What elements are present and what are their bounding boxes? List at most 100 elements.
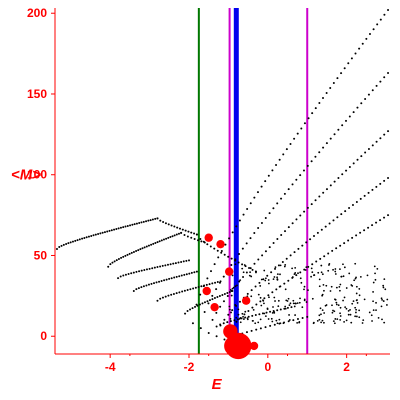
data-point — [156, 266, 159, 269]
data-point — [297, 247, 300, 250]
data-point — [319, 307, 322, 310]
data-point — [234, 259, 237, 262]
data-point — [257, 321, 260, 324]
data-point — [211, 318, 214, 321]
data-point — [339, 289, 341, 292]
data-point — [271, 320, 274, 323]
data-point — [345, 169, 348, 172]
data-point — [360, 102, 363, 105]
data-point — [242, 213, 245, 216]
data-point — [178, 291, 181, 294]
data-point — [325, 284, 328, 287]
data-point — [267, 282, 270, 285]
data-point — [251, 314, 254, 317]
data-point — [375, 221, 378, 224]
data-point — [288, 319, 291, 321]
data-point — [160, 279, 163, 282]
data-point — [143, 246, 146, 249]
x-tick-label: -2 — [184, 360, 195, 374]
data-point — [284, 230, 287, 233]
data-point — [254, 270, 257, 273]
data-point — [253, 262, 256, 265]
data-point — [200, 240, 203, 243]
data-point — [110, 229, 113, 232]
data-point — [379, 219, 382, 222]
data-point — [335, 303, 338, 306]
data-point — [338, 285, 341, 288]
data-point — [215, 311, 218, 314]
data-point — [117, 257, 120, 260]
data-point — [152, 242, 155, 245]
data-point — [335, 286, 338, 289]
data-point — [191, 322, 194, 325]
data-point — [247, 315, 250, 318]
data-point — [343, 296, 346, 299]
data-point — [140, 269, 143, 272]
data-point — [127, 272, 130, 275]
data-point — [387, 176, 390, 179]
data-point — [362, 319, 365, 322]
data-point — [183, 289, 186, 292]
data-point — [367, 93, 370, 96]
data-point — [329, 184, 332, 187]
data-point — [258, 281, 261, 284]
data-point — [255, 303, 258, 306]
data-point — [345, 287, 348, 289]
data-point — [272, 242, 275, 245]
data-point — [237, 308, 240, 311]
data-point — [224, 243, 227, 246]
data-point — [71, 240, 74, 243]
data-point — [241, 312, 244, 315]
data-point — [306, 315, 309, 318]
data-point — [342, 263, 344, 266]
data-point — [254, 322, 257, 325]
data-point — [339, 306, 342, 309]
data-point — [282, 322, 285, 325]
data-point — [124, 273, 127, 276]
data-point — [363, 229, 366, 232]
data-point — [310, 160, 313, 163]
data-point — [361, 42, 364, 45]
data-point — [255, 328, 258, 331]
data-point — [356, 106, 359, 109]
data-point — [141, 247, 144, 250]
data-point — [279, 273, 281, 276]
data-point — [325, 92, 328, 94]
data-point — [379, 182, 382, 185]
data-point — [275, 288, 278, 291]
data-point — [318, 278, 321, 281]
data-point — [219, 280, 222, 283]
data-point — [211, 282, 214, 285]
data-point — [197, 286, 200, 289]
data-point — [117, 277, 120, 280]
data-point — [267, 279, 270, 281]
data-point — [299, 214, 302, 217]
data-point — [347, 310, 350, 312]
data-point — [256, 191, 259, 194]
data-point — [251, 319, 254, 322]
data-point — [208, 299, 211, 302]
data-point — [138, 270, 141, 273]
data-point — [328, 222, 331, 225]
data-point — [173, 276, 176, 279]
data-point — [160, 239, 163, 242]
data-point — [162, 220, 165, 223]
data-point — [323, 255, 326, 258]
data-point — [227, 313, 230, 316]
data-point — [151, 267, 154, 270]
data-point — [321, 293, 324, 296]
data-point — [307, 265, 310, 268]
data-point — [276, 276, 278, 279]
data-point — [310, 267, 313, 270]
data-point — [342, 275, 345, 278]
data-point — [337, 128, 340, 131]
data-point — [303, 285, 306, 288]
data-point — [336, 318, 339, 320]
data-point — [301, 244, 304, 247]
data-point — [164, 295, 167, 298]
data-point — [299, 277, 302, 280]
data-point — [286, 306, 289, 309]
data-point — [271, 311, 274, 314]
data-point — [310, 275, 313, 278]
data-point — [261, 254, 264, 257]
